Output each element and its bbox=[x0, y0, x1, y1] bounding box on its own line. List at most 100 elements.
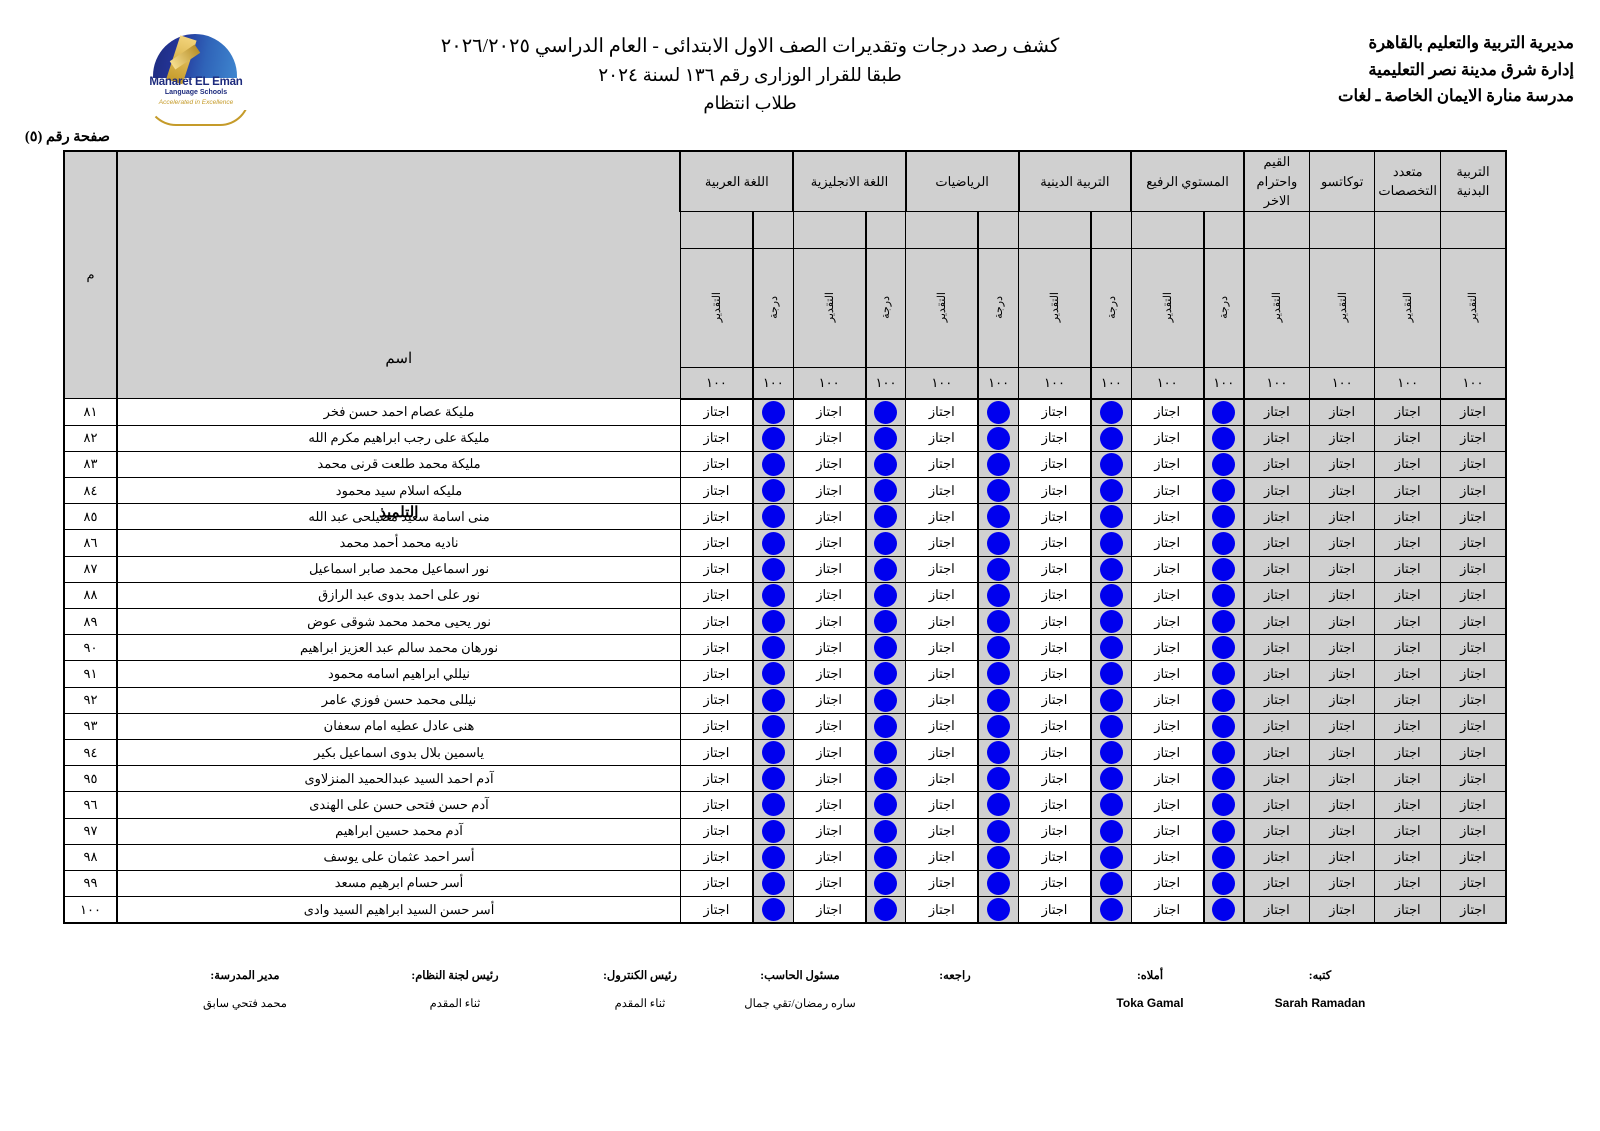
cell-serial: ٨١ bbox=[62, 398, 119, 426]
cell-student-name: آدم محمد حسين ابراهيم bbox=[116, 817, 681, 845]
cell-multidisciplinary-grade: اجتاز bbox=[1374, 607, 1441, 636]
cell-arabic-grade: اجتاز bbox=[679, 555, 754, 583]
cell-arabic-grade: اجتاز bbox=[679, 450, 754, 479]
score-dot-icon bbox=[1212, 400, 1236, 424]
spacer-cell bbox=[1374, 210, 1441, 249]
cell-english-grade: اجتاز bbox=[792, 555, 867, 583]
score-dot-icon bbox=[874, 505, 898, 529]
header-row-subjects: التربية البدنية متعدد التخصصات توكاتسو ا… bbox=[62, 150, 1507, 521]
cell-pe-grade: اجتاز bbox=[1439, 791, 1507, 819]
cell-math-grade: اجتاز bbox=[905, 712, 979, 740]
cell-english-grade: اجتاز bbox=[792, 607, 867, 636]
cell-english-score bbox=[864, 477, 907, 505]
cell-student-name: هنى عادل عطيه امام سعفان bbox=[116, 712, 681, 740]
cell-serial: ٩١ bbox=[62, 660, 119, 688]
table-body: اجتاز اجتاز اجتاز اجتاز اجتاز اجتاز اجتاز اجتاز… bbox=[62, 398, 1507, 925]
score-dot-icon bbox=[987, 583, 1011, 607]
score-dot-icon bbox=[761, 636, 785, 660]
score-dot-icon bbox=[1212, 898, 1236, 922]
cell-high-level-grade: اجتاز bbox=[1130, 634, 1205, 662]
cell-tokkatsu-grade: اجتاز bbox=[1308, 477, 1376, 505]
cell-high-level-grade: اجتاز bbox=[1130, 765, 1205, 793]
cell-student-name: مليكة عصام احمد حسن فخر bbox=[116, 398, 681, 426]
signature-label: راجعه: bbox=[939, 970, 971, 982]
table-row: اجتاز اجتاز اجتاز اجتاز اجتاز اجتاز اجتاز اجتاز… bbox=[62, 712, 1507, 740]
cell-english-score bbox=[864, 424, 907, 452]
score-dot-icon bbox=[987, 452, 1011, 476]
cell-arabic-score bbox=[751, 660, 794, 688]
spacer-cell bbox=[1089, 210, 1132, 249]
signature-name: ثناء المقدم bbox=[429, 998, 481, 1010]
cell-values-grade: اجتاز bbox=[1242, 607, 1310, 636]
score-dot-icon bbox=[1212, 505, 1236, 529]
score-dot-icon bbox=[1099, 505, 1123, 529]
subcol-math-grade: التقدير bbox=[905, 247, 979, 368]
cell-high-level-score bbox=[1202, 817, 1245, 845]
cell-math-grade: اجتاز bbox=[905, 896, 979, 925]
subcol-english-grade: التقدير bbox=[792, 247, 867, 368]
cell-math-grade: اجتاز bbox=[905, 765, 979, 793]
cell-arabic-score bbox=[751, 529, 794, 557]
cell-math-score bbox=[977, 896, 1020, 925]
spacer-cell bbox=[1130, 210, 1205, 249]
signature-label: مسئول الحاسب: bbox=[760, 970, 840, 982]
signature-name: ثناء المقدم bbox=[614, 998, 666, 1010]
cell-values-grade: اجتاز bbox=[1242, 869, 1310, 898]
cell-values-grade: اجتاز bbox=[1242, 555, 1310, 583]
table-row: اجتاز اجتاز اجتاز اجتاز اجتاز اجتاز اجتاز اجتاز… bbox=[62, 843, 1507, 871]
authority-block: مديرية التربية والتعليم بالقاهرة إدارة ش… bbox=[1338, 30, 1574, 110]
cell-math-grade: اجتاز bbox=[905, 450, 979, 479]
cell-arabic-grade: اجتاز bbox=[679, 896, 754, 925]
cell-math-score bbox=[977, 817, 1020, 845]
cell-arabic-grade: اجتاز bbox=[679, 529, 754, 557]
cell-multidisciplinary-grade: اجتاز bbox=[1374, 450, 1441, 479]
cell-tokkatsu-grade: اجتاز bbox=[1308, 503, 1376, 531]
cell-religion-score bbox=[1089, 738, 1132, 767]
cell-serial: ٩٠ bbox=[62, 634, 119, 662]
cell-student-name: مليكة على رجب ابراهيم مكرم الله bbox=[116, 424, 681, 452]
score-dot-icon bbox=[874, 793, 898, 817]
max-mark-high-score: ١٠٠ bbox=[1202, 366, 1245, 400]
cell-english-grade: اجتاز bbox=[792, 712, 867, 740]
cell-english-score bbox=[864, 896, 907, 925]
header-row-spacer bbox=[64, 210, 1507, 249]
score-dot-icon bbox=[761, 898, 785, 922]
title-line-1: كشف رصد درجات وتقديرات الصف الاول الابتد… bbox=[440, 36, 1060, 57]
cell-arabic-grade: اجتاز bbox=[679, 503, 754, 531]
cell-high-level-score bbox=[1202, 503, 1245, 531]
cell-values-grade: اجتاز bbox=[1242, 817, 1310, 845]
cell-multidisciplinary-grade: اجتاز bbox=[1374, 896, 1441, 925]
cell-values-grade: اجتاز bbox=[1242, 896, 1310, 925]
cell-religion-score bbox=[1089, 896, 1132, 925]
cell-multidisciplinary-grade: اجتاز bbox=[1374, 791, 1441, 819]
signature-label: مدير المدرسة: bbox=[210, 970, 280, 982]
cell-serial: ٨٥ bbox=[62, 503, 119, 531]
cell-religion-grade: اجتاز bbox=[1018, 450, 1092, 479]
score-dot-icon bbox=[761, 741, 785, 765]
table-row: اجتاز اجتاز اجتاز اجتاز اجتاز اجتاز اجتاز اجتاز… bbox=[62, 450, 1507, 479]
score-dot-icon bbox=[987, 819, 1011, 843]
cell-arabic-grade: اجتاز bbox=[679, 765, 754, 793]
score-dot-icon bbox=[874, 636, 898, 660]
col-header-high-level: المستوي الرفيع bbox=[1130, 150, 1245, 212]
score-dot-icon bbox=[761, 400, 785, 424]
school-logo: Manaret EL Eman Language Schools Acceler… bbox=[140, 28, 252, 126]
signature-block: مدير المدرسة: محمد فتحي سابق bbox=[175, 968, 315, 1010]
score-dot-icon bbox=[1212, 662, 1236, 686]
cell-math-score bbox=[977, 712, 1020, 740]
cell-math-grade: اجتاز bbox=[905, 529, 979, 557]
spacer-cell bbox=[864, 210, 907, 249]
cell-pe-grade: اجتاز bbox=[1439, 712, 1507, 740]
cell-tokkatsu-grade: اجتاز bbox=[1308, 896, 1376, 925]
score-dot-icon bbox=[761, 583, 785, 607]
score-dot-icon bbox=[987, 793, 1011, 817]
cell-religion-score bbox=[1089, 529, 1132, 557]
cell-english-grade: اجتاز bbox=[792, 581, 867, 610]
score-dot-icon bbox=[1212, 819, 1236, 843]
cell-values-grade: اجتاز bbox=[1242, 503, 1310, 531]
cell-math-score bbox=[977, 686, 1020, 714]
cell-arabic-grade: اجتاز bbox=[679, 424, 754, 452]
cell-religion-grade: اجتاز bbox=[1018, 607, 1092, 636]
table-row: اجتاز اجتاز اجتاز اجتاز اجتاز اجتاز اجتاز اجتاز… bbox=[62, 555, 1507, 583]
cell-english-score bbox=[864, 817, 907, 845]
